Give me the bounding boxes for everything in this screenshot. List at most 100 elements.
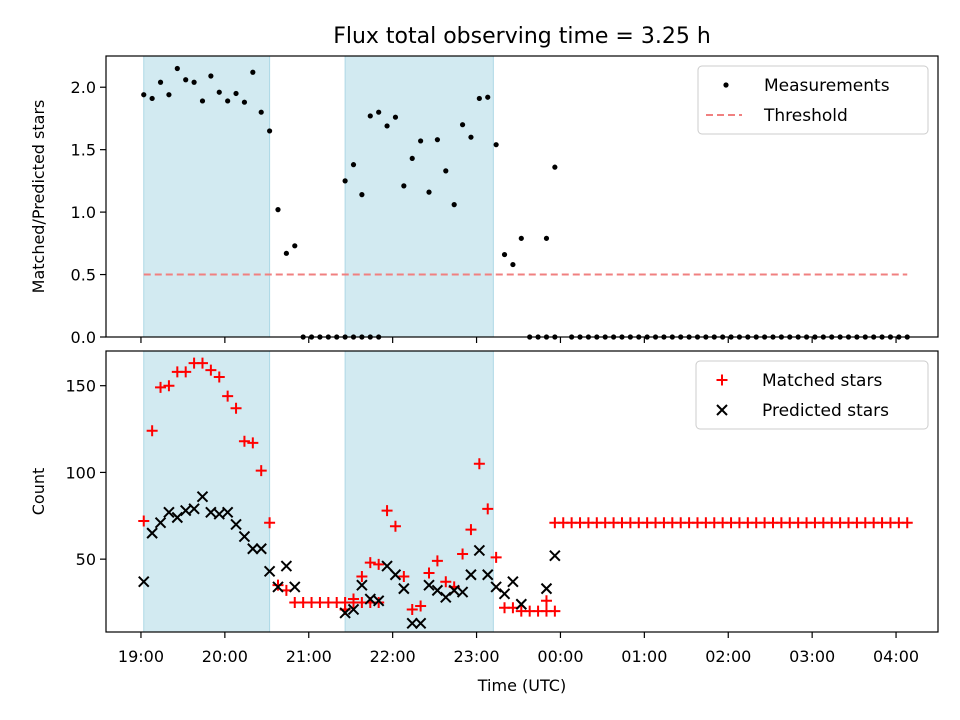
predicted-stars-point-35	[465, 569, 477, 581]
predicted-stars-point-8	[196, 490, 209, 503]
measurements-point-6	[183, 77, 189, 83]
predicted-stars-point-7	[188, 503, 200, 515]
top-y-axis-label: Matched/Predicted stars	[29, 100, 48, 294]
predicted-stars-point-16	[263, 565, 276, 577]
matched-stars-point-16	[264, 517, 276, 529]
matched-stars-point-2	[146, 425, 158, 437]
matched-stars-point-35	[381, 505, 393, 517]
predicted-stars-point-10	[213, 508, 225, 520]
matched-stars-point-44	[457, 548, 469, 560]
y-tick-label: 1.5	[71, 141, 96, 160]
measurements-point-34	[376, 109, 382, 115]
matched-stars-point-6	[180, 366, 192, 378]
predicted-stars-point-15	[255, 543, 267, 555]
predicted-stars-point-21	[347, 603, 360, 616]
measurements-legend-marker	[723, 82, 729, 88]
chart-title: Flux total observing time = 3.25 h	[333, 24, 711, 49]
predicted-stars-point-6	[179, 504, 192, 517]
x-tick-label: 00:00	[537, 647, 583, 666]
x-tick-label: 21:00	[286, 647, 332, 666]
measurements-point-33	[367, 113, 373, 119]
legend-box	[695, 360, 929, 430]
predicted-stars-point-11	[221, 506, 234, 519]
matched-stars-point-39	[415, 600, 427, 612]
matched-stars-point-31	[348, 593, 360, 605]
matched-stars-point-41	[431, 555, 443, 567]
measurements-point-17	[275, 207, 281, 213]
y-tick-label: 150	[65, 377, 96, 396]
predicted-stars-point-12	[230, 518, 242, 531]
predicted-stars-point-17	[272, 581, 284, 593]
predicted-stars-point-30	[423, 579, 435, 591]
measurements-point-16	[267, 128, 273, 134]
measurements-point-45	[468, 134, 474, 140]
measurements-point-35	[384, 123, 390, 129]
bottom-legend: Matched stars Predicted stars	[695, 360, 929, 430]
matched-stars-point-15	[255, 465, 267, 477]
matched-stars-point-9	[205, 364, 217, 376]
predicted-stars-point-26	[389, 569, 402, 581]
measurements-point-39	[418, 138, 424, 144]
predicted-stars-point-14	[247, 543, 259, 555]
measurements-point-40	[426, 189, 432, 195]
x-tick-label: 20:00	[202, 647, 248, 666]
predicted-stars-point-31	[431, 584, 444, 597]
shaded-interval-1	[143, 55, 271, 338]
predicted-stars-legend-marker	[716, 404, 728, 416]
matched-stars-point-32	[356, 570, 368, 582]
predicted-stars-point-29	[414, 617, 427, 630]
measurements-point-43	[451, 202, 457, 208]
predicted-stars-point-4	[163, 506, 175, 519]
matched-stars-point-12	[230, 402, 242, 414]
predicted-stars-point-3	[154, 517, 167, 529]
measurements-point-57	[552, 164, 558, 170]
matched-stars-point-11	[222, 390, 234, 402]
measurements-point-50	[510, 261, 516, 268]
bottom-panel: 50 100 150 19:00 20:00 21:00 22:00 23:00 00:00 0…	[29, 350, 939, 695]
matched-stars-point-56	[540, 595, 552, 607]
matched-stars-point-8	[196, 357, 208, 369]
bottom-axes-frame	[105, 350, 939, 633]
matched-stars-point-14	[247, 437, 259, 449]
y-tick-label: 50	[76, 550, 96, 569]
predicted-stars-point-18	[280, 560, 293, 572]
predicted-stars-point-28	[406, 617, 418, 630]
measurements-point-44	[459, 122, 466, 128]
predicted-stars-point-24	[372, 595, 385, 607]
matched-stars-point-48	[490, 551, 502, 563]
predicted-stars-point-40	[507, 575, 519, 588]
shaded-interval-2	[344, 55, 494, 338]
measurements-point-11	[225, 98, 231, 104]
measurements-point-7	[191, 79, 197, 85]
x-tick-label: 23:00	[453, 647, 499, 666]
measurements-point-5	[174, 65, 180, 72]
bottom-y-axis-label: Count	[29, 468, 48, 516]
top-axes-frame	[105, 55, 939, 338]
measurements-point-4	[166, 92, 172, 98]
matched-stars-point-34	[373, 558, 385, 570]
measurements-point-46	[476, 95, 482, 102]
measurements-point-12	[233, 90, 239, 97]
measurements-point-1	[141, 92, 147, 98]
measurements-point-49	[501, 251, 508, 258]
matched-stars-point-38	[406, 603, 418, 615]
predicted-stars-point-36	[473, 544, 486, 557]
measurements-point-31	[350, 162, 357, 168]
x-tick-label: 03:00	[789, 647, 835, 666]
matched-stars-point-33	[364, 557, 376, 569]
predicted-stars-point-5	[171, 511, 184, 524]
measurements-point-41	[434, 137, 441, 143]
measurements-point-30	[342, 178, 348, 184]
matched-stars-point-37	[398, 570, 410, 582]
matched-stars-point-42	[440, 576, 452, 588]
predicted-stars-point-42	[540, 582, 553, 595]
predicted-stars-point-2	[146, 527, 158, 539]
matched-stars-point-10	[213, 371, 225, 383]
top-x-ticks	[140, 337, 897, 343]
measurements-point-42	[443, 168, 449, 174]
measurements-point-18	[283, 250, 289, 256]
measurements-point-9	[208, 73, 214, 79]
measurements-point-47	[485, 94, 491, 100]
measurements-point-3	[157, 79, 164, 85]
